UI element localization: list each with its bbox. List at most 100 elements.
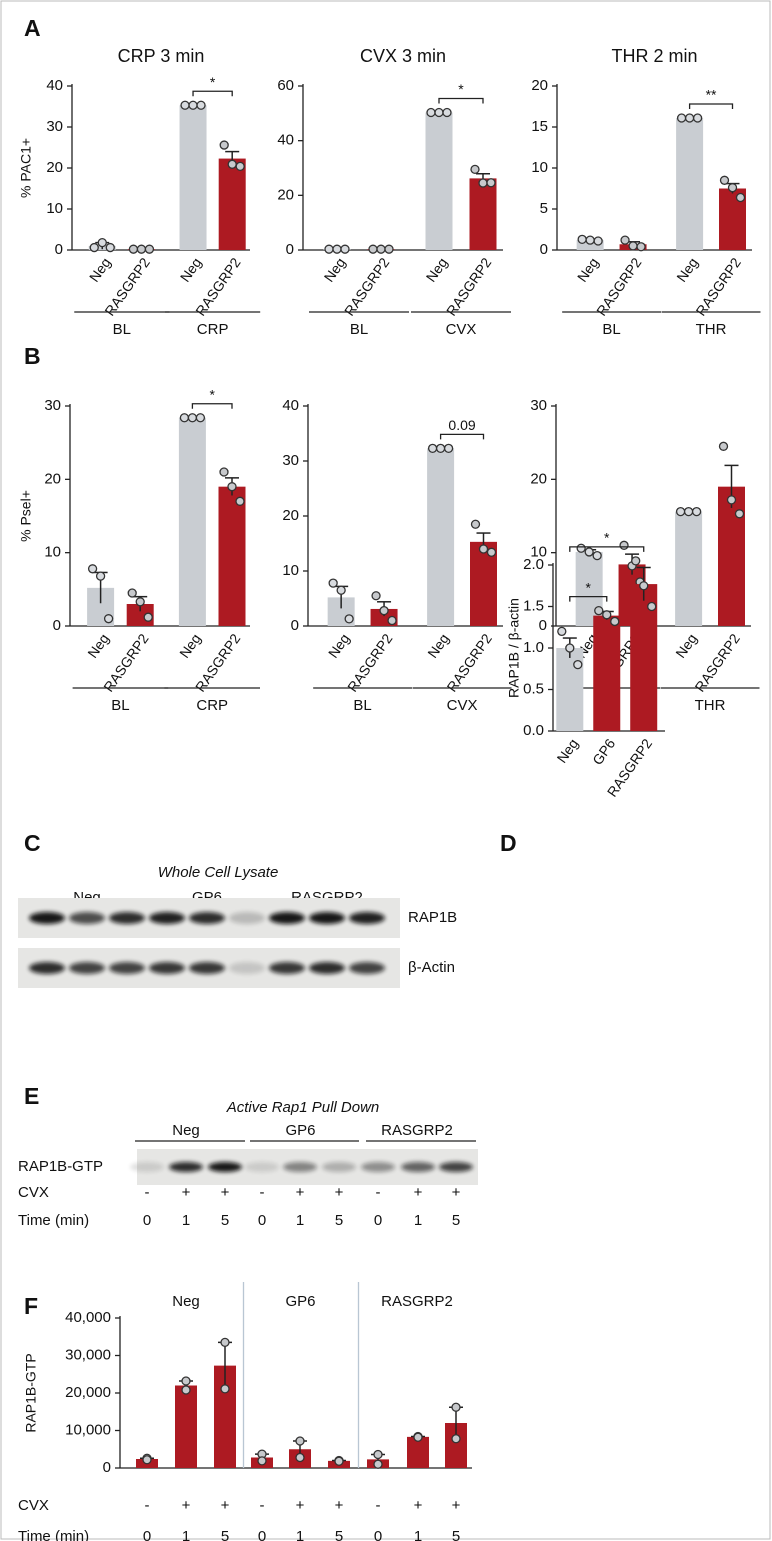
data-point xyxy=(427,443,438,454)
data-point xyxy=(188,100,198,110)
y-tick-label: 20 xyxy=(282,507,299,524)
data-point xyxy=(328,578,338,588)
panel-letter: F xyxy=(24,1293,38,1319)
blot-band xyxy=(361,1162,395,1172)
bar xyxy=(445,1423,467,1468)
y-tick-label: 0.5 xyxy=(523,680,544,697)
data-point xyxy=(593,236,603,246)
panel-letter: B xyxy=(24,343,41,369)
x-tick-label: Neg xyxy=(673,255,701,285)
y-tick-label: 0 xyxy=(103,1459,111,1476)
x-tick-label: Neg xyxy=(86,255,114,285)
y-tick-label: 1.0 xyxy=(523,639,544,656)
data-point xyxy=(235,161,245,172)
bar xyxy=(675,511,703,626)
blot-band xyxy=(309,912,345,924)
lane-label: 1 xyxy=(414,1212,422,1229)
lane-label: 0 xyxy=(258,1212,266,1229)
data-point xyxy=(143,612,153,622)
blot-band xyxy=(208,1162,242,1172)
lane-label: 5 xyxy=(452,1212,460,1229)
x-tick-label: Neg xyxy=(176,631,204,661)
bar xyxy=(214,1365,236,1468)
row-label: CVX xyxy=(18,1497,49,1514)
x-tick-label: + xyxy=(414,1497,423,1514)
significance-bracket xyxy=(192,90,233,97)
y-tick-label: 15 xyxy=(531,118,548,135)
chart-title: CVX 3 min xyxy=(360,46,446,66)
panel-letter: D xyxy=(500,830,517,856)
x-tick-label: + xyxy=(335,1497,344,1514)
data-point xyxy=(227,482,237,492)
blot-title: Active Rap1 Pull Down xyxy=(226,1099,380,1116)
data-point xyxy=(478,544,489,554)
data-point xyxy=(426,107,436,118)
data-point xyxy=(340,244,350,254)
data-point xyxy=(451,1434,461,1444)
blot-group-label: GP6 xyxy=(285,1122,315,1139)
data-point xyxy=(631,556,641,566)
x-tick-label: - xyxy=(145,1497,150,1514)
x-tick-label: + xyxy=(296,1497,305,1514)
data-point xyxy=(478,178,488,188)
x-tick-label: Neg xyxy=(177,255,205,285)
data-point xyxy=(127,588,137,598)
y-tick-label: 10 xyxy=(530,544,547,561)
data-point xyxy=(576,543,586,553)
lane-label: + xyxy=(335,1184,344,1201)
chart-title: CRP 3 min xyxy=(118,46,205,66)
lane-label: - xyxy=(376,1184,381,1201)
data-point xyxy=(135,597,145,607)
data-point xyxy=(336,585,346,595)
blot-band xyxy=(130,1162,164,1172)
data-point xyxy=(142,1455,152,1465)
y-tick-label: 40,000 xyxy=(65,1309,111,1326)
data-point xyxy=(368,244,378,254)
data-point xyxy=(639,581,649,591)
lane-label: + xyxy=(182,1184,191,1201)
panel-letter: E xyxy=(24,1083,39,1109)
data-point xyxy=(628,241,638,251)
panel-letter: C xyxy=(24,830,41,856)
blot-band xyxy=(109,912,145,924)
x-tick-label: + xyxy=(452,1497,461,1514)
data-point xyxy=(227,159,237,169)
y-axis-label: % PAC1+ xyxy=(18,138,34,198)
lane-label: 5 xyxy=(221,1212,229,1229)
group-label: BL xyxy=(113,321,131,338)
lane-label: 0 xyxy=(374,1212,382,1229)
data-point xyxy=(384,244,394,254)
bar xyxy=(427,448,455,626)
group-label: BL xyxy=(350,321,368,338)
data-point xyxy=(128,244,139,254)
blot-band xyxy=(189,962,225,974)
data-point xyxy=(470,519,481,529)
group-label: BL xyxy=(602,321,620,338)
y-tick-label: 20 xyxy=(530,470,547,487)
blot-band xyxy=(109,962,145,974)
y-tick-label: 10 xyxy=(46,200,63,217)
y-axis-label: RAP1B / β-actin xyxy=(506,598,522,698)
blot-band xyxy=(29,962,65,974)
data-point xyxy=(620,235,630,245)
bar xyxy=(593,615,621,731)
data-point xyxy=(592,550,602,561)
significance-bracket xyxy=(688,103,734,109)
bar xyxy=(469,178,497,250)
significance-label: * xyxy=(209,386,215,402)
data-point xyxy=(87,564,98,574)
data-point xyxy=(235,496,245,506)
lane-label: 0 xyxy=(143,1212,151,1229)
data-point xyxy=(373,1449,383,1460)
y-tick-label: 0 xyxy=(291,617,299,634)
y-tick-label: 30 xyxy=(44,397,61,414)
data-point xyxy=(486,547,497,557)
x-tick-label: 5 xyxy=(452,1528,460,1541)
blot-band xyxy=(283,1162,317,1172)
data-point xyxy=(89,242,99,253)
data-point xyxy=(332,244,342,254)
blot-group-label: RASGRP2 xyxy=(381,1122,453,1139)
data-point xyxy=(180,100,190,110)
blot-row-label: β-Actin xyxy=(408,959,455,976)
data-point xyxy=(442,107,452,118)
